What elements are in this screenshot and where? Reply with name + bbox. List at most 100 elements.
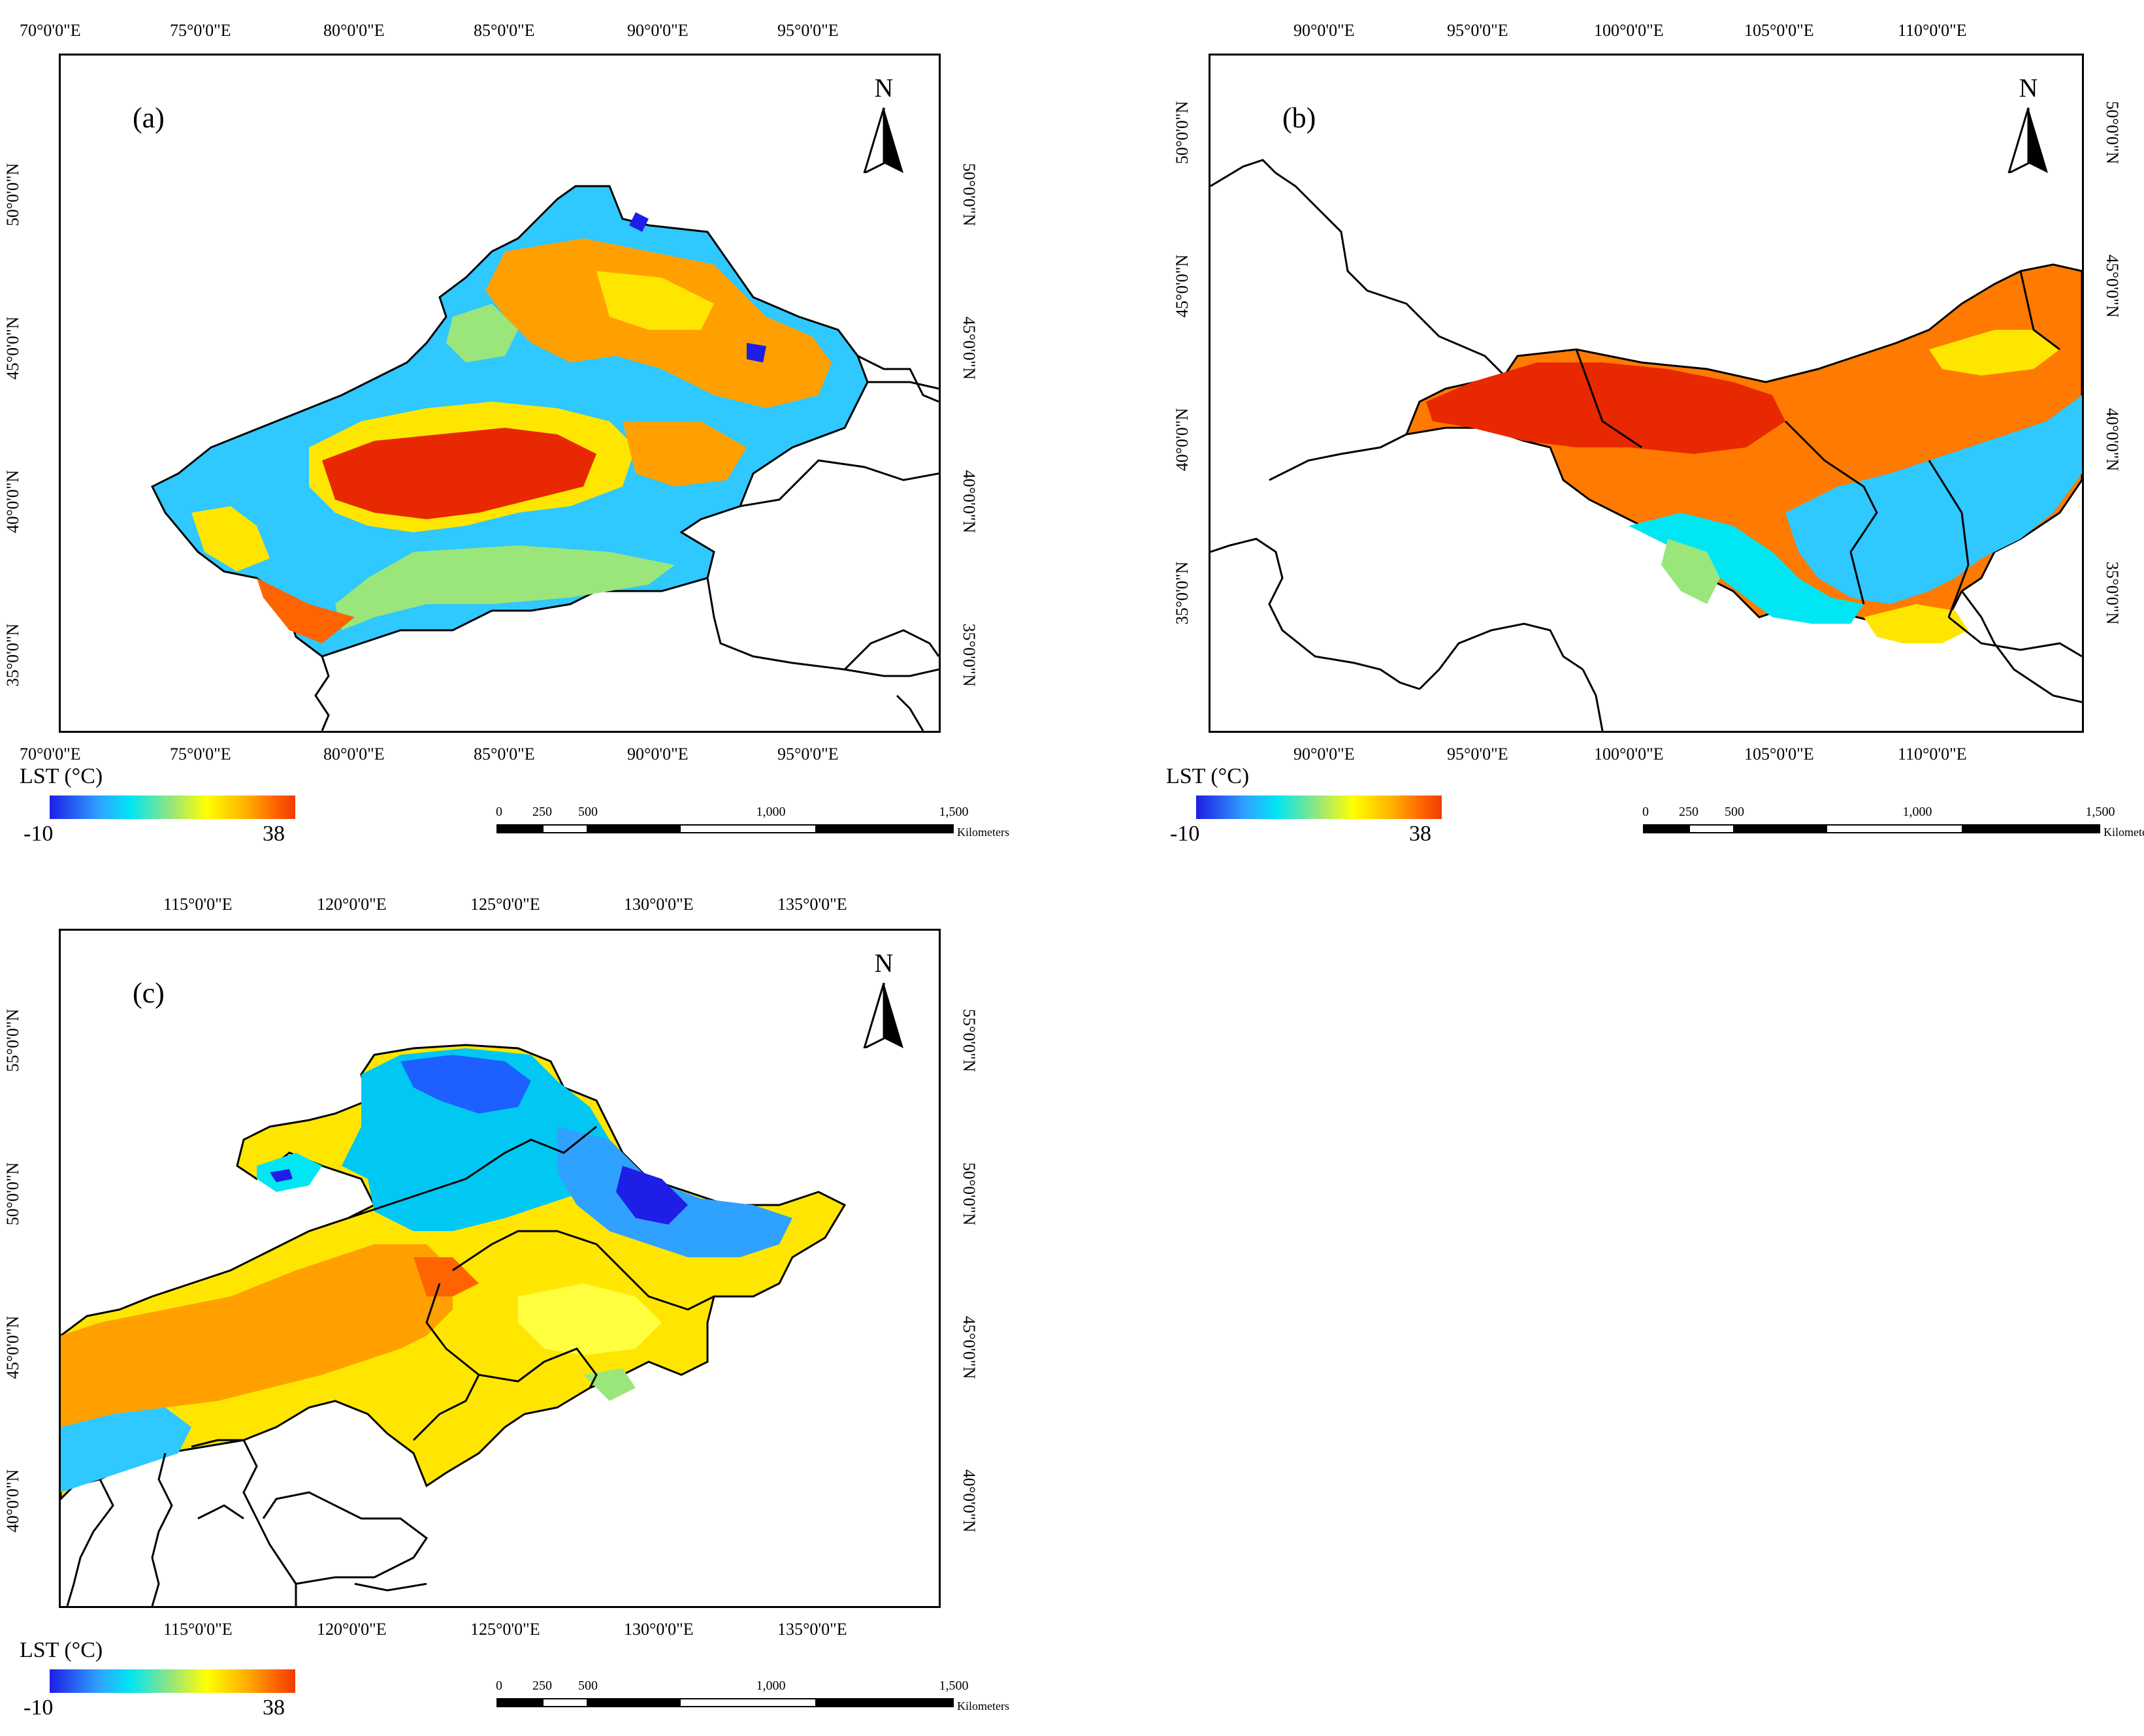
north-arrow-icon [863, 982, 903, 1048]
legend-color-ramp [50, 796, 295, 819]
bottom-tick: 85°0'0"E [474, 745, 535, 764]
top-tick: 120°0'0"E [317, 895, 387, 914]
scale-tick: 250 [1679, 805, 1698, 819]
bottom-tick: 95°0'0"E [1447, 745, 1508, 764]
scale-segment [679, 1698, 817, 1707]
scale-segment [1689, 824, 1734, 833]
right-tick: 40°0'0"N [960, 470, 979, 534]
map-frame-c: (c) N [59, 929, 941, 1608]
left-tick: 40°0'0"N [1173, 408, 1192, 472]
top-tick: 100°0'0"E [1594, 21, 1664, 40]
legend-min: -10 [24, 1696, 54, 1720]
scale-segment [588, 1698, 679, 1707]
map-frame-b: (b) N [1209, 54, 2084, 733]
legend-title: LST (°C) [1166, 764, 1250, 788]
scale-tick: 250 [532, 805, 552, 819]
bottom-tick: 90°0'0"E [627, 745, 689, 764]
scale-segment [496, 1698, 542, 1707]
right-tick: 35°0'0"N [2103, 561, 2122, 625]
panel-label: (a) [133, 102, 165, 134]
bottom-tick: 135°0'0"E [777, 1620, 847, 1639]
left-tick: 45°0'0"N [3, 316, 22, 380]
scale-segment [1963, 824, 2100, 833]
top-tick: 75°0'0"E [170, 21, 231, 40]
legend-max: 38 [263, 1696, 285, 1720]
lst-raster-a [150, 185, 939, 731]
legend-max: 38 [1409, 822, 1431, 846]
left-tick: 45°0'0"N [1173, 254, 1192, 318]
legend-title: LST (°C) [20, 764, 103, 788]
map-frame-a: (a) N [59, 54, 941, 733]
left-tick: 50°0'0"N [3, 1162, 22, 1226]
bottom-tick: 125°0'0"E [470, 1620, 540, 1639]
top-tick: 125°0'0"E [470, 895, 540, 914]
scale-segment [496, 824, 542, 833]
right-tick: 40°0'0"N [960, 1469, 979, 1533]
top-tick: 135°0'0"E [777, 895, 847, 914]
legend-max: 38 [263, 822, 285, 846]
scale-segment [588, 824, 679, 833]
lst-raster-b [1210, 159, 2082, 731]
north-arrow: N [854, 75, 913, 173]
top-tick: 115°0'0"E [163, 895, 233, 914]
scale-tick: 1,500 [939, 805, 969, 819]
scale-tick: 0 [496, 805, 502, 819]
bottom-tick: 105°0'0"E [1744, 745, 1814, 764]
scale-segment [817, 1698, 954, 1707]
legend-title: LST (°C) [20, 1638, 103, 1662]
bottom-tick: 70°0'0"E [20, 745, 81, 764]
right-tick: 50°0'0"N [960, 163, 979, 227]
right-tick: 50°0'0"N [960, 1162, 979, 1226]
left-tick: 35°0'0"N [1173, 561, 1192, 625]
scale-tick: 500 [578, 805, 598, 819]
lst-raster-c [61, 1044, 847, 1606]
right-tick: 50°0'0"N [2103, 101, 2122, 165]
scale-tick: 250 [532, 1679, 552, 1693]
left-tick: 50°0'0"N [3, 163, 22, 227]
legend-min: -10 [1170, 822, 1200, 846]
right-tick: 40°0'0"N [2103, 408, 2122, 472]
scale-tick: 0 [496, 1679, 502, 1693]
left-tick: 40°0'0"N [3, 1469, 22, 1533]
scale-segment [542, 1698, 588, 1707]
panel-label: (b) [1282, 102, 1316, 134]
north-arrow-icon [863, 107, 903, 173]
bottom-tick: 110°0'0"E [1898, 745, 1967, 764]
top-tick: 110°0'0"E [1898, 21, 1967, 40]
scale-tick: 1,500 [2085, 805, 2115, 819]
legend-color-ramp [1196, 796, 1442, 819]
top-tick: 95°0'0"E [777, 21, 839, 40]
legend-color-ramp [50, 1669, 295, 1693]
scale-unit: Kilometers [2103, 826, 2144, 839]
scale-segment [1643, 824, 1689, 833]
top-tick: 90°0'0"E [627, 21, 689, 40]
left-tick: 50°0'0"N [1173, 101, 1192, 165]
bottom-tick: 130°0'0"E [624, 1620, 694, 1639]
bottom-tick: 95°0'0"E [777, 745, 839, 764]
north-arrow-icon [2007, 107, 2048, 173]
top-tick: 130°0'0"E [624, 895, 694, 914]
top-tick: 85°0'0"E [474, 21, 535, 40]
panel-label: (c) [133, 977, 165, 1009]
top-tick: 105°0'0"E [1744, 21, 1814, 40]
north-arrow: N [1999, 75, 2058, 173]
top-tick: 90°0'0"E [1293, 21, 1355, 40]
scale-segment [542, 824, 588, 833]
right-tick: 55°0'0"N [960, 1008, 979, 1072]
north-label: N [874, 948, 894, 978]
scale-tick: 500 [578, 1679, 598, 1693]
north-arrow: N [854, 950, 913, 1048]
north-label: N [874, 73, 894, 103]
left-tick: 55°0'0"N [3, 1008, 22, 1072]
bottom-tick: 115°0'0"E [163, 1620, 233, 1639]
bottom-tick: 80°0'0"E [323, 745, 385, 764]
north-label: N [2019, 73, 2038, 103]
left-tick: 35°0'0"N [3, 623, 22, 687]
scale-tick: 1,000 [756, 1679, 786, 1693]
right-tick: 45°0'0"N [960, 1315, 979, 1379]
scale-unit: Kilometers [957, 826, 1009, 839]
scale-segment [679, 824, 817, 833]
top-tick: 95°0'0"E [1447, 21, 1508, 40]
scale-tick: 0 [1642, 805, 1649, 819]
bottom-tick: 75°0'0"E [170, 745, 231, 764]
